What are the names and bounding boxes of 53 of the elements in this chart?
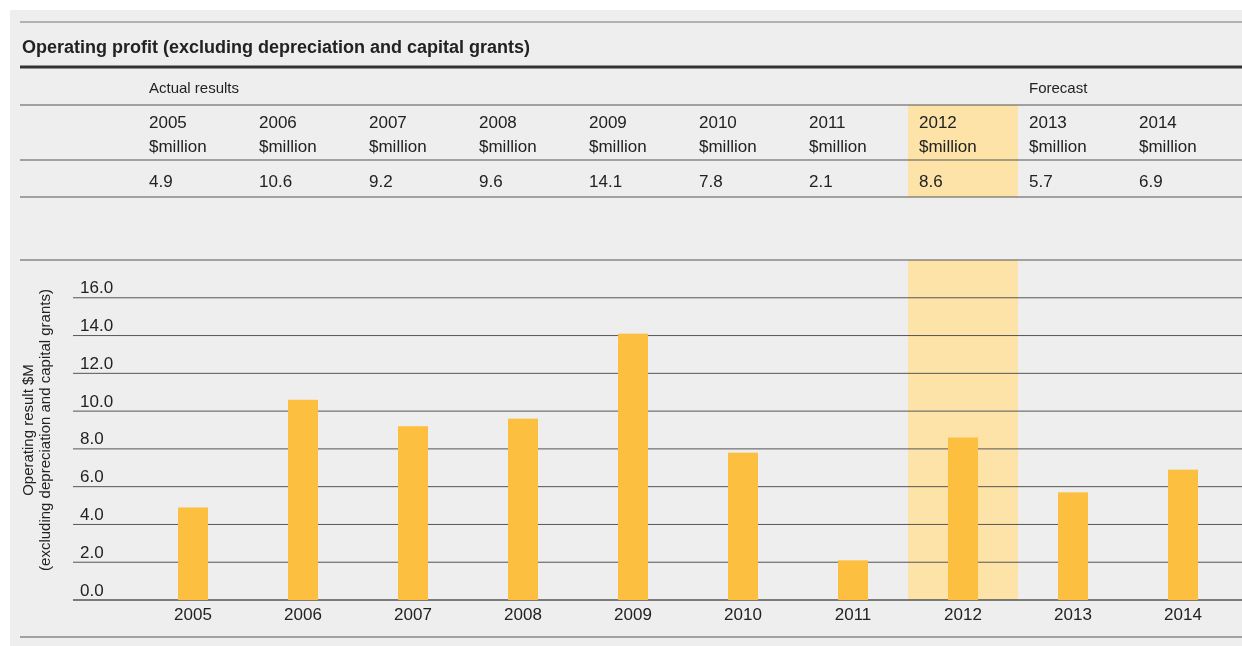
- x-tick-label: 2008: [504, 605, 542, 624]
- x-tick-label: 2009: [614, 605, 652, 624]
- x-tick-label: 2005: [174, 605, 212, 624]
- category-label: 2012: [919, 113, 957, 132]
- data-label: 14.1: [589, 172, 623, 191]
- y-tick-label: 14.0: [80, 316, 114, 336]
- x-tick-label: 2014: [1164, 605, 1202, 624]
- category-label: 2006: [259, 113, 297, 132]
- x-tick-label: 2007: [394, 605, 432, 624]
- text: Forecast: [1029, 79, 1089, 96]
- text: $million: [1029, 137, 1087, 156]
- y-tick-label: 0.0: [80, 580, 104, 600]
- category-label: 2010: [699, 113, 737, 132]
- category-label: 2005: [149, 113, 187, 132]
- text: $million: [149, 137, 207, 156]
- category-label: 2009: [589, 113, 627, 132]
- category-label: 2007: [369, 113, 407, 132]
- text: $million: [479, 137, 537, 156]
- chart-title: Operating profit (excluding depreciation and capital grants): [22, 37, 531, 57]
- data-label: 4.9: [149, 172, 173, 191]
- y-tick-label: 4.0: [80, 504, 104, 524]
- text: $million: [699, 137, 757, 156]
- text: $million: [259, 137, 317, 156]
- text: $million: [369, 137, 427, 156]
- text: $million: [919, 137, 977, 156]
- y-tick-label: 8.0: [80, 429, 104, 449]
- x-tick-label: 2010: [724, 605, 762, 624]
- y-tick-label: 10.0: [80, 391, 114, 411]
- y-tick-label: 2.0: [80, 542, 104, 562]
- text: $million: [809, 137, 867, 156]
- text: $million: [1139, 137, 1197, 156]
- data-label: 7.8: [699, 172, 723, 191]
- data-label: 2.1: [809, 172, 833, 191]
- y-tick-label: 16.0: [80, 278, 114, 298]
- x-tick-label: 2011: [834, 605, 872, 624]
- x-tick-label: 2012: [944, 605, 982, 624]
- text: Actual results: [149, 79, 240, 96]
- category-label: 2013: [1029, 113, 1067, 132]
- category-label: 2011: [809, 113, 846, 132]
- data-label: 9.6: [479, 172, 503, 191]
- y-axis-title: Operating result $M (excluding depreciation and capital grants): [19, 289, 53, 571]
- x-tick-label: 2006: [284, 605, 322, 624]
- text: $million: [589, 137, 647, 156]
- data-label: 9.2: [369, 172, 393, 191]
- y-tick-label: 6.0: [80, 467, 104, 487]
- category-label: 2014: [1139, 113, 1177, 132]
- x-tick-label: 2013: [1054, 605, 1092, 624]
- data-label: 6.9: [1139, 172, 1163, 191]
- data-label: 10.6: [259, 172, 293, 191]
- data-label: 5.7: [1029, 172, 1053, 191]
- data-label: 8.6: [919, 172, 943, 191]
- y-tick-label: 12.0: [80, 353, 114, 373]
- category-label: 2008: [479, 113, 517, 132]
